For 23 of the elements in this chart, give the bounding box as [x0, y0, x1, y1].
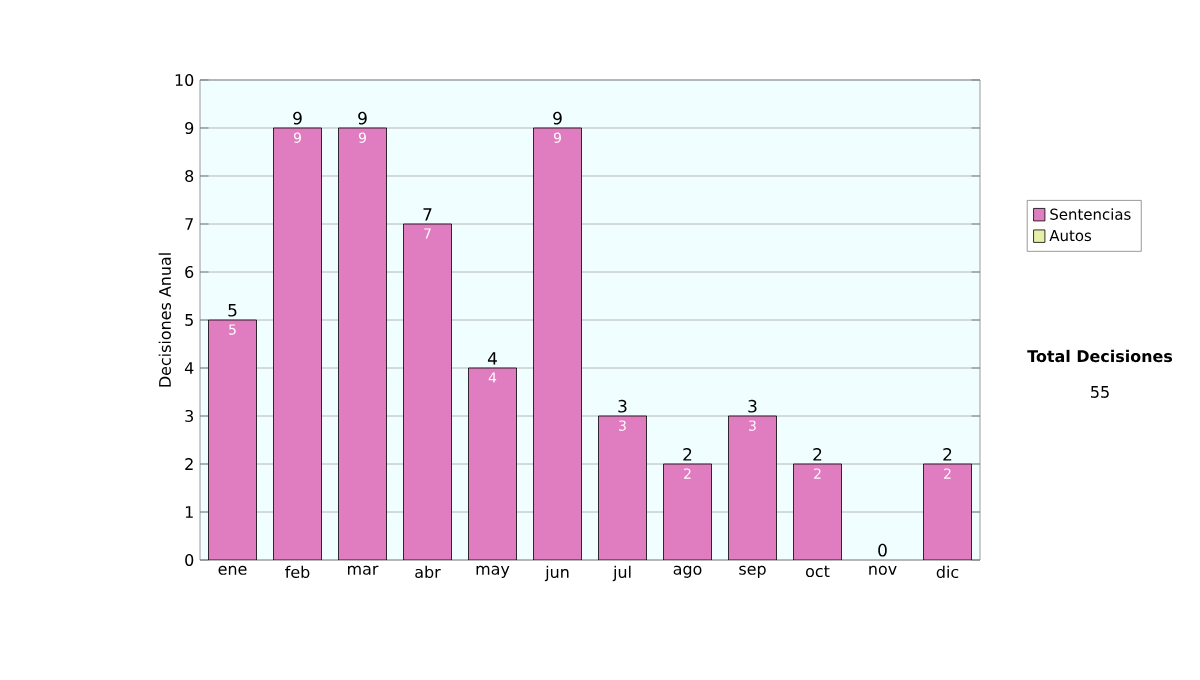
bar: [793, 464, 842, 560]
bar: [468, 368, 517, 560]
total-label: 2: [813, 448, 822, 461]
total-label: 0: [878, 543, 887, 557]
total-label: 2: [683, 448, 692, 461]
total-label: 2: [943, 448, 952, 461]
bar: [533, 127, 582, 560]
bar: [923, 463, 972, 560]
bar: [663, 464, 712, 560]
bar: [273, 127, 322, 560]
bar: [208, 320, 257, 560]
bar: [338, 127, 387, 560]
bar: [598, 416, 647, 560]
total-label: 9: [358, 111, 367, 125]
total-label: 3: [618, 399, 627, 413]
total-label: 4: [487, 352, 497, 365]
total-label: 9: [293, 111, 302, 125]
total-label: 7: [423, 208, 432, 221]
total-label: 5: [228, 304, 237, 317]
total-label: 9: [553, 111, 562, 125]
total-label: 3: [748, 399, 757, 413]
bar: [728, 416, 777, 560]
bar: [403, 224, 452, 560]
